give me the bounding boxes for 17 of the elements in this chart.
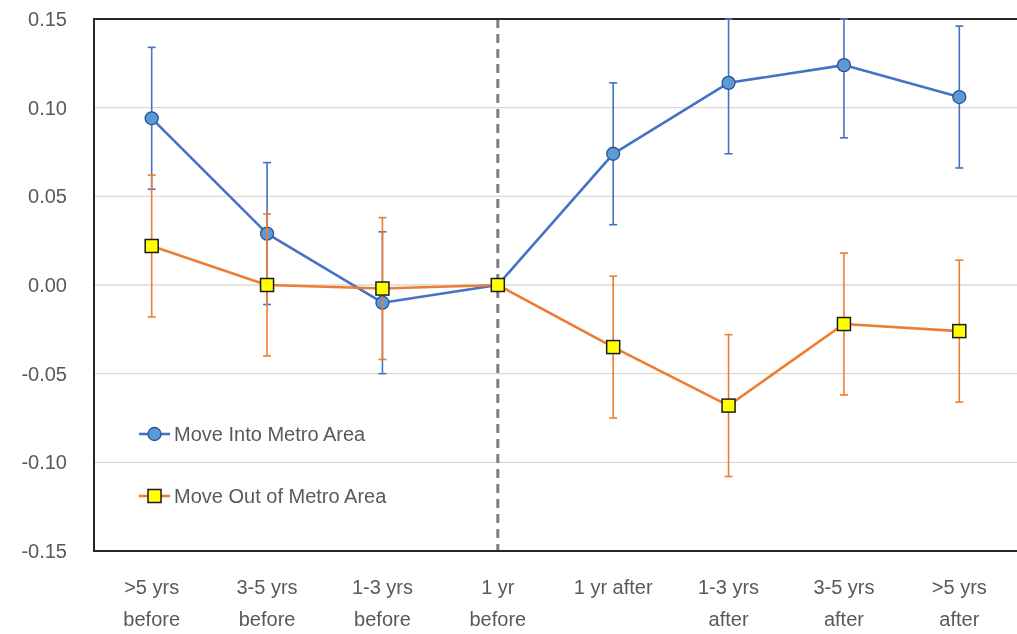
x-tick-label: 3-5 yrs after xyxy=(813,576,875,630)
y-tick-label: 0.15 xyxy=(28,8,67,30)
x-tick-label: 3-5 yrs before xyxy=(236,576,298,630)
x-tick-label: 1 yr before xyxy=(469,576,527,630)
y-tick-label: -0.10 xyxy=(21,451,67,474)
y-tick-label: -0.15 xyxy=(21,540,67,562)
legend-label: Move Into Metro Area xyxy=(174,423,367,445)
x-tick-label: 1-3 yrs after xyxy=(698,576,760,630)
y-tick-label: 0.05 xyxy=(28,185,67,208)
x-tick-label: 1 yr after xyxy=(573,576,653,598)
y-tick-label: -0.05 xyxy=(21,362,67,385)
y-tick-label: 0.00 xyxy=(28,274,67,296)
x-tick-label: >5 yrs before xyxy=(123,576,181,630)
x-tick-label: 1-3 yrs before xyxy=(351,576,413,630)
legend-label: Move Out of Metro Area xyxy=(174,485,388,507)
y-tick-label: 0.10 xyxy=(28,96,67,119)
x-tick-label: >5 yrs after xyxy=(931,576,987,630)
